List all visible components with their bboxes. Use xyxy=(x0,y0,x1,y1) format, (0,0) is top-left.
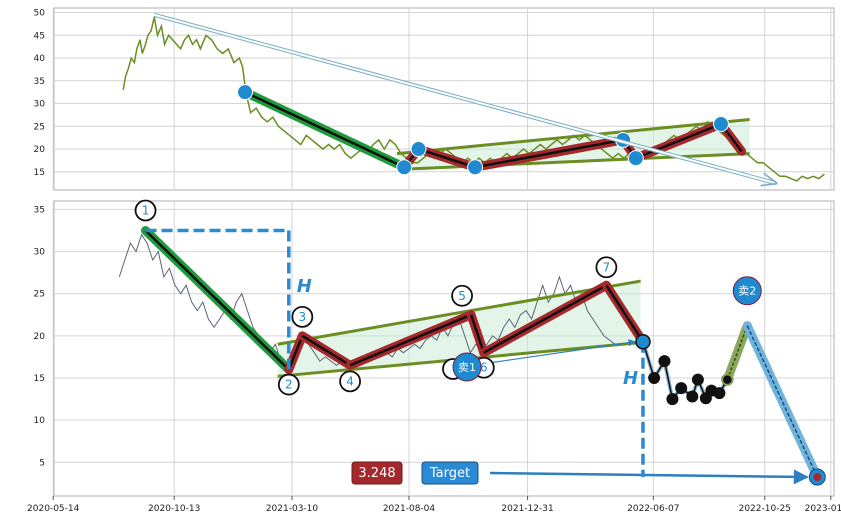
forecast-dot xyxy=(691,373,704,386)
overview-panel: 15 20 25 30 35 40 45 50 xyxy=(34,7,835,191)
pivot-label-circle xyxy=(291,305,314,328)
sell2-badge: 卖2 xyxy=(732,276,762,306)
pivot-label-text: 1 xyxy=(142,204,150,218)
detail-y-ticks: 5 10 15 20 25 30 35 xyxy=(34,205,46,468)
overview-wave-line xyxy=(635,122,722,160)
overview-pivot-dot xyxy=(410,141,427,158)
pivot-label-circle xyxy=(595,256,618,279)
pivot-label-text: 7 xyxy=(603,260,611,274)
detail-y-tick-label: 5 xyxy=(39,458,45,468)
overview-y-tick-label: 30 xyxy=(34,100,46,110)
detail-y-tick-label: 10 xyxy=(34,416,46,426)
detail-wave-line xyxy=(301,334,351,367)
pivot-label-circle xyxy=(339,370,361,393)
detail-x-tick-label: 2022-10-25 xyxy=(739,504,791,514)
detail-x-tick-label: 2021-12-31 xyxy=(501,504,553,514)
forecast-dot xyxy=(713,387,726,400)
detail-y-tick-label: 20 xyxy=(34,332,46,342)
pivot-label-text: 5 xyxy=(458,289,466,303)
pivot-label-circle xyxy=(277,373,300,396)
overview-pivot-dot xyxy=(237,84,254,101)
overview-y-tick-label: 20 xyxy=(34,145,46,155)
trend-arrow-core xyxy=(154,13,776,183)
pivot-label-text: 4 xyxy=(346,374,354,388)
overview-wave-line xyxy=(244,91,405,169)
target-value-text: 3.248 xyxy=(358,466,395,481)
target-value-badge: 3.248 xyxy=(351,461,403,485)
pivot-label-text: 2 xyxy=(285,378,293,392)
detail-x-tick-label: 2021-03-10 xyxy=(266,504,319,514)
height-label-right: H xyxy=(623,368,638,389)
sell2-badge-circle xyxy=(732,276,762,306)
target-arrow xyxy=(489,469,809,485)
overview-y-tick-label: 40 xyxy=(34,54,46,64)
overview-y-tick-label: 25 xyxy=(34,122,45,132)
detail-x-tick-label: 2020-10-13 xyxy=(148,504,200,514)
forecast-path xyxy=(641,321,752,406)
detail-grid xyxy=(52,201,834,496)
detail-wave-line xyxy=(469,314,485,354)
detail-y-tick-label: 35 xyxy=(34,205,45,215)
detail-pivot-labels: 1 2 3 4 5 6 7 卖1 卖2 xyxy=(134,199,762,396)
overview-pivot-dot xyxy=(627,150,644,167)
target-badge: Target xyxy=(421,461,479,485)
overview-trend-arrow xyxy=(153,12,776,183)
overview-y-tick-label: 45 xyxy=(34,31,45,41)
detail-x-tick-label: 2023-01-16 xyxy=(805,504,841,514)
pivot-label-text: 3 xyxy=(299,310,307,324)
target-projection xyxy=(474,321,826,486)
detail-wave-line xyxy=(483,284,607,354)
height-measure-left xyxy=(145,228,291,370)
overview-grid xyxy=(52,8,834,190)
target-text: Target xyxy=(429,466,470,481)
detail-wave-line xyxy=(144,229,290,371)
forecast-dot xyxy=(658,355,671,368)
detail-x-tick-label: 2022-06-07 xyxy=(627,504,679,514)
overview-price-line xyxy=(122,16,825,182)
overview-wave-line xyxy=(418,147,476,169)
pivot-label-text: 6 xyxy=(480,361,488,375)
sell1-badge: 卖1 xyxy=(452,352,482,382)
detail-wave-line xyxy=(605,284,645,343)
detail-y-tick-label: 15 xyxy=(34,374,45,384)
forecast-dot xyxy=(666,393,679,406)
sell1-badge-text: 卖1 xyxy=(458,361,476,374)
forecast-dot xyxy=(675,382,688,395)
sell1-dot xyxy=(635,334,651,350)
detail-y-tick-label: 30 xyxy=(34,248,46,258)
overview-pivot-dot xyxy=(396,159,413,176)
overview-y-tick-label: 35 xyxy=(34,77,45,87)
sell1-arrow xyxy=(474,339,636,366)
pivot-label-circle xyxy=(134,199,157,222)
down-leg-line xyxy=(746,325,818,478)
overview-wave-line xyxy=(474,138,624,169)
overview-pivot-dot xyxy=(467,159,484,176)
up-leg-start-dot xyxy=(721,373,734,386)
detail-wave-line xyxy=(349,313,472,367)
sell2-badge-text: 卖2 xyxy=(738,285,756,298)
overview-y-tick-label: 15 xyxy=(34,168,45,178)
overview-channel-lower xyxy=(396,152,750,172)
overview-pivot-dot xyxy=(712,116,729,133)
height-label-left: H xyxy=(297,276,312,297)
detail-wave-segments xyxy=(141,226,648,375)
detail-x-tick-label: 2021-08-04 xyxy=(383,504,436,514)
detail-x-tick-label: 2020-05-14 xyxy=(27,504,80,514)
detail-wave-line xyxy=(287,335,304,371)
target-point-inner xyxy=(813,473,822,482)
up-leg-line xyxy=(726,325,748,380)
forecast-dot xyxy=(648,372,661,384)
detail-y-tick-label: 25 xyxy=(34,290,45,300)
overview-y-tick-label: 50 xyxy=(34,9,46,19)
detail-x-ticks: 2020-05-14 2020-10-13 2021-03-10 2021-08-04… xyxy=(27,496,841,514)
forecast-dot xyxy=(686,390,699,403)
pivot-label-circle xyxy=(451,284,473,307)
sell1-badge-circle xyxy=(452,352,482,382)
detail-channel-fill xyxy=(277,281,641,377)
detail-channel-upper xyxy=(277,279,641,346)
overview-y-ticks: 15 20 25 30 35 40 45 50 xyxy=(34,9,46,178)
